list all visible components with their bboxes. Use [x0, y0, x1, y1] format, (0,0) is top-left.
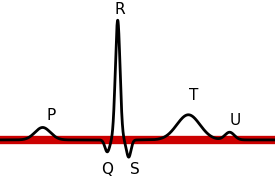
Text: R: R [114, 2, 125, 17]
Text: P: P [46, 108, 56, 123]
Text: T: T [189, 88, 199, 103]
Text: S: S [130, 162, 140, 177]
Text: U: U [230, 113, 241, 128]
Text: Q: Q [101, 162, 113, 177]
